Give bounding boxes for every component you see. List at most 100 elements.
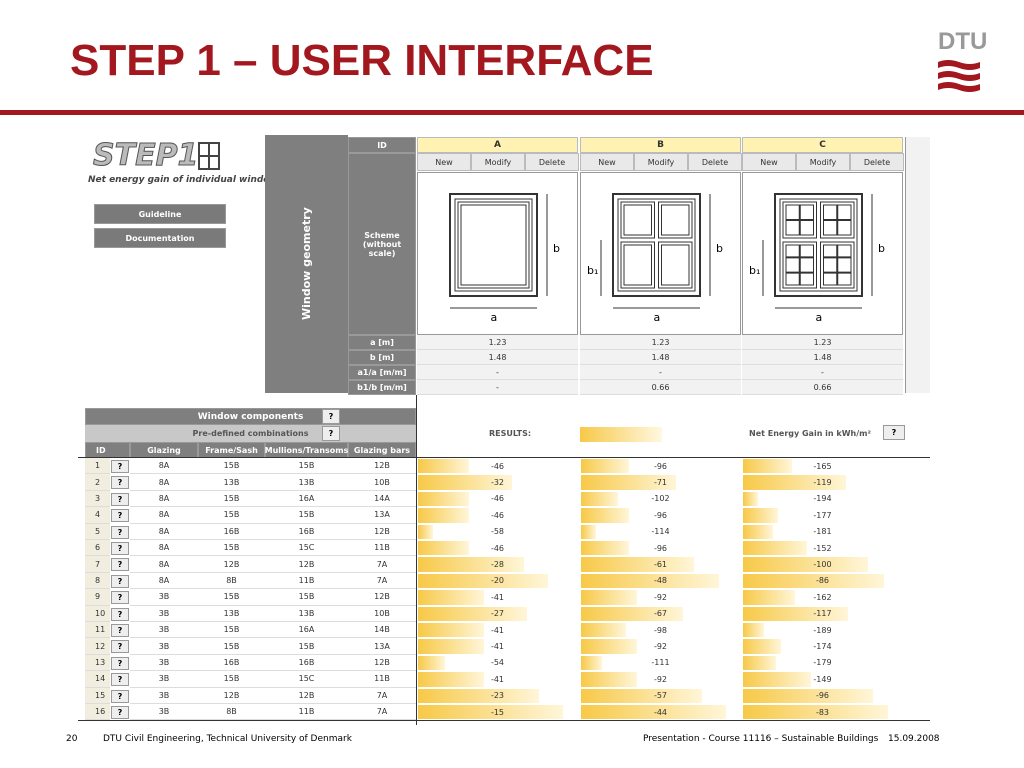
help-button[interactable]: ? (322, 409, 340, 424)
geometry-value: 1.48 (417, 350, 578, 365)
help-button[interactable]: ? (111, 607, 129, 621)
component-cell: 3B (130, 589, 198, 606)
pane (620, 241, 655, 289)
help-button[interactable]: ? (111, 624, 129, 637)
row-id: 6 (85, 540, 110, 557)
result-bar (743, 508, 778, 523)
help-button[interactable]: ? (111, 476, 129, 490)
result-value: -61 (653, 560, 668, 570)
help-button[interactable]: ? (322, 426, 340, 441)
action-button[interactable]: Delete (525, 153, 579, 171)
component-cell: 8A (130, 573, 198, 590)
help-button[interactable]: ? (111, 706, 129, 719)
component-cell: 12B (265, 556, 348, 573)
component-cell: 12B (348, 524, 416, 540)
component-cell: 15B (198, 622, 265, 639)
component-cell: 12B (348, 458, 416, 475)
pane (658, 201, 693, 239)
action-button[interactable]: Delete (688, 153, 742, 171)
action-button[interactable]: Modify (471, 153, 525, 171)
result-value: -181 (813, 527, 832, 537)
geometry-value: 0.66 (580, 380, 741, 395)
geometry-value: - (580, 365, 741, 380)
help-button[interactable]: ? (111, 640, 129, 654)
result-value: -96 (653, 461, 668, 471)
row-id: 3 (85, 490, 110, 508)
help-button[interactable]: ? (111, 673, 129, 687)
action-button[interactable]: Modify (796, 153, 850, 171)
pane (661, 204, 690, 236)
row-id: 8 (85, 572, 110, 590)
row-id: 2 (85, 474, 110, 491)
help-button[interactable]: ? (111, 525, 129, 539)
component-cell: 7A (348, 556, 416, 573)
component-cell: 12B (348, 589, 416, 606)
result-value: -96 (653, 543, 668, 553)
action-button[interactable]: New (742, 153, 796, 171)
help-button[interactable]: ? (111, 574, 129, 588)
result-bar (418, 541, 470, 556)
action-button[interactable]: Modify (634, 153, 688, 171)
result-value: -92 (653, 674, 668, 684)
documentation-button[interactable]: Documentation (94, 228, 226, 248)
result-value: -165 (813, 461, 832, 471)
result-bar (418, 672, 485, 687)
component-cell: 3B (130, 688, 198, 704)
geometry-value: 1.48 (580, 350, 741, 365)
result-bar (581, 524, 596, 539)
dim-label: b (878, 242, 885, 255)
component-cell: 15B (198, 540, 265, 557)
component-cell: 15C (265, 540, 348, 557)
dim-label: a (654, 311, 661, 324)
help-button[interactable]: ? (111, 460, 129, 473)
component-cell: 3B (130, 704, 198, 721)
pane (658, 241, 693, 289)
dim-label: b₁ (587, 264, 598, 277)
help-button[interactable]: ? (111, 591, 129, 605)
row-id: 7 (85, 556, 110, 573)
pane (460, 204, 527, 286)
result-bar (743, 459, 792, 474)
component-cell: 8A (130, 556, 198, 573)
footer-line (78, 720, 930, 721)
geometry-value: - (417, 380, 578, 395)
component-cell: 8A (130, 507, 198, 524)
help-button[interactable]: ? (111, 558, 129, 572)
help-button[interactable]: ? (883, 425, 905, 440)
result-value: -111 (651, 658, 670, 668)
result-value: -57 (653, 691, 668, 701)
component-cell: 14B (348, 622, 416, 639)
frame (612, 193, 701, 297)
result-value: -152 (813, 543, 832, 553)
geometry-panel (265, 135, 348, 393)
footer-course: Presentation - Course 11116 – Sustainabl… (643, 734, 879, 744)
component-cell: 15B (265, 589, 348, 606)
help-button[interactable]: ? (111, 689, 129, 703)
component-cell: 10B (348, 474, 416, 491)
action-button[interactable]: New (580, 153, 634, 171)
component-cell: 12B (265, 688, 348, 704)
guideline-button[interactable]: Guideline (94, 204, 226, 224)
help-button[interactable]: ? (111, 542, 129, 555)
action-button[interactable]: New (417, 153, 471, 171)
result-bar (418, 557, 524, 572)
result-bar (581, 606, 684, 621)
logo: DTU (938, 28, 988, 55)
pane (623, 244, 652, 286)
pane (620, 201, 655, 239)
row-id: 4 (85, 507, 110, 524)
result-value: -28 (490, 560, 505, 570)
help-button[interactable]: ? (111, 492, 129, 506)
footer-org: DTU Civil Engineering, Technical Univers… (103, 734, 352, 744)
help-button[interactable]: ? (111, 509, 129, 523)
result-value: -48 (653, 576, 668, 586)
result-value: -23 (490, 691, 505, 701)
unit-label: Net Energy Gain in kWh/m² (749, 429, 871, 438)
result-bar (743, 573, 885, 589)
help-button[interactable]: ? (111, 656, 129, 670)
action-button[interactable]: Delete (850, 153, 904, 171)
component-cell: 14A (348, 491, 416, 508)
result-bar (418, 491, 470, 507)
result-bar (581, 541, 630, 556)
